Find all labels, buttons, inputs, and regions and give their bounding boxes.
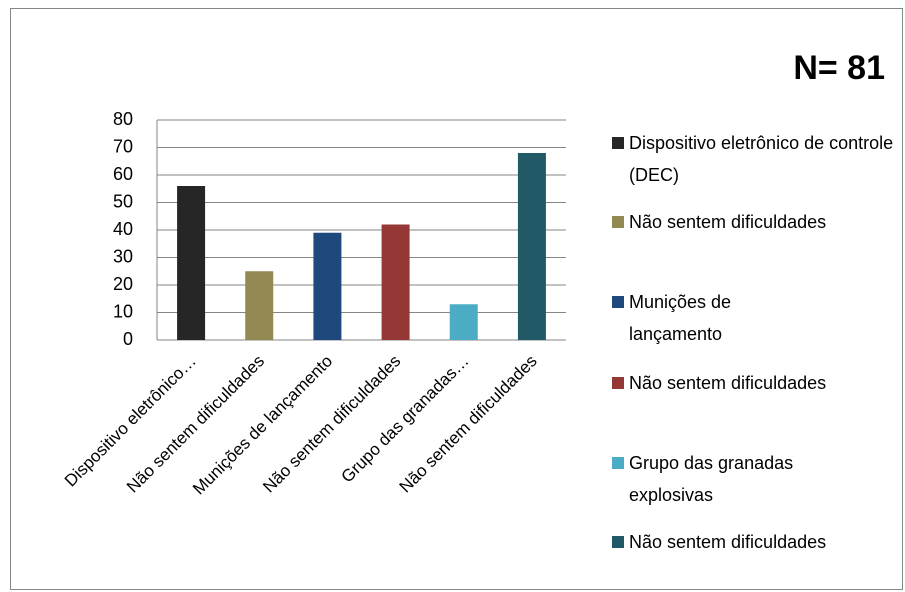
y-tick-label: 70 (113, 136, 133, 156)
bar (381, 224, 410, 340)
legend-label: Munições de lançamento (629, 292, 732, 344)
annotation: N= 81 (793, 49, 885, 87)
legend-swatch (612, 296, 624, 308)
y-tick-label: 80 (113, 109, 133, 129)
legend-entry: Não sentem dificuldades (612, 206, 899, 238)
legend-entry: Grupo das granadas explosivas (612, 447, 849, 511)
legend-swatch (612, 536, 624, 548)
legend-entry: Munições de lançamento (612, 286, 779, 350)
legend-swatch (612, 457, 624, 469)
y-tick-label: 50 (113, 191, 133, 211)
y-tick-label: 0 (123, 329, 133, 349)
legend-entry: Dispositivo eletrônico de controle (DEC) (612, 127, 899, 191)
y-tick-label: 40 (113, 219, 133, 239)
legend-label: Dispositivo eletrônico de controle (DEC) (629, 133, 894, 185)
legend-label: Não sentem dificuldades (629, 373, 827, 393)
legend-label: Grupo das granadas explosivas (629, 453, 794, 505)
bar (177, 186, 206, 340)
legend-swatch (612, 377, 624, 389)
y-tick-label: 60 (113, 164, 133, 184)
bar (313, 232, 342, 340)
y-tick-label: 30 (113, 246, 133, 266)
y-tick-label: 10 (113, 301, 133, 321)
legend-swatch (612, 216, 624, 228)
legend-swatch (612, 137, 624, 149)
y-tick-label: 20 (113, 274, 133, 294)
legend-entry: Não sentem dificuldades (612, 367, 899, 399)
bar (245, 271, 274, 340)
bar (517, 153, 546, 340)
chart-frame (10, 8, 903, 590)
bar (449, 304, 478, 340)
legend-entry: Não sentem dificuldades (612, 526, 899, 558)
legend-label: Não sentem dificuldades (629, 532, 827, 552)
legend-label: Não sentem dificuldades (629, 212, 827, 232)
